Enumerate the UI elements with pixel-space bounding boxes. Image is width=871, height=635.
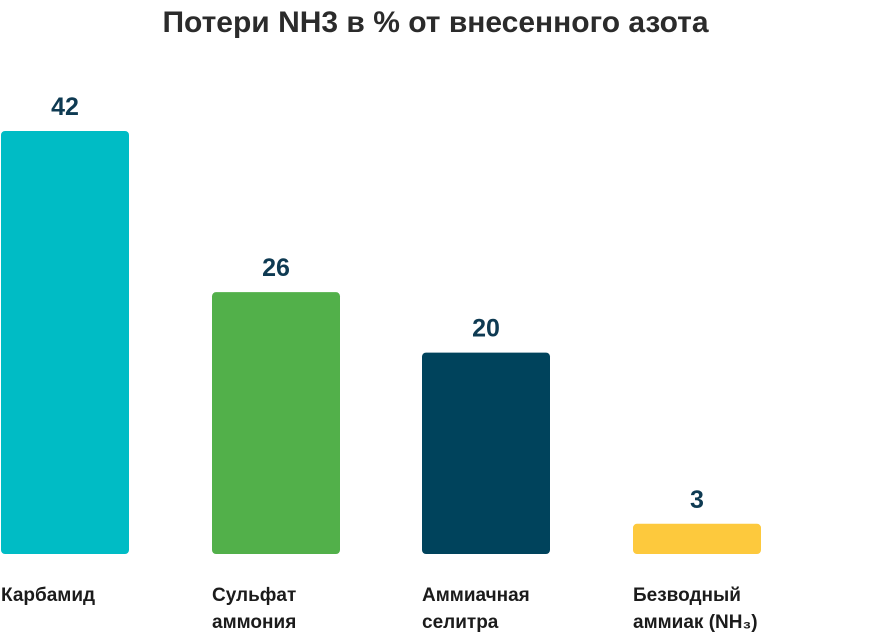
bar-1 (1, 131, 129, 554)
category-label-2-line-1: Сульфат (212, 585, 296, 606)
category-label-4-line-2: аммиак (NH₃) (633, 612, 758, 633)
value-label-2: 26 (262, 254, 290, 282)
category-label-3-line-2: селитра (422, 612, 499, 633)
category-label-3-line-1: Аммиачная (422, 585, 530, 606)
bar-2 (212, 292, 340, 554)
category-label-4-line-1: Безводный (633, 585, 741, 606)
category-label-2-line-2: аммония (212, 612, 296, 633)
category-label-1-line-1: Карбамид (1, 585, 95, 606)
value-label-4: 3 (690, 486, 704, 514)
bar-3 (422, 352, 550, 554)
chart-title: Потери NH3 в % от внесенного азота (162, 6, 709, 39)
value-label-3: 20 (472, 315, 500, 343)
value-label-1: 42 (51, 93, 79, 121)
bar-4 (633, 523, 761, 554)
